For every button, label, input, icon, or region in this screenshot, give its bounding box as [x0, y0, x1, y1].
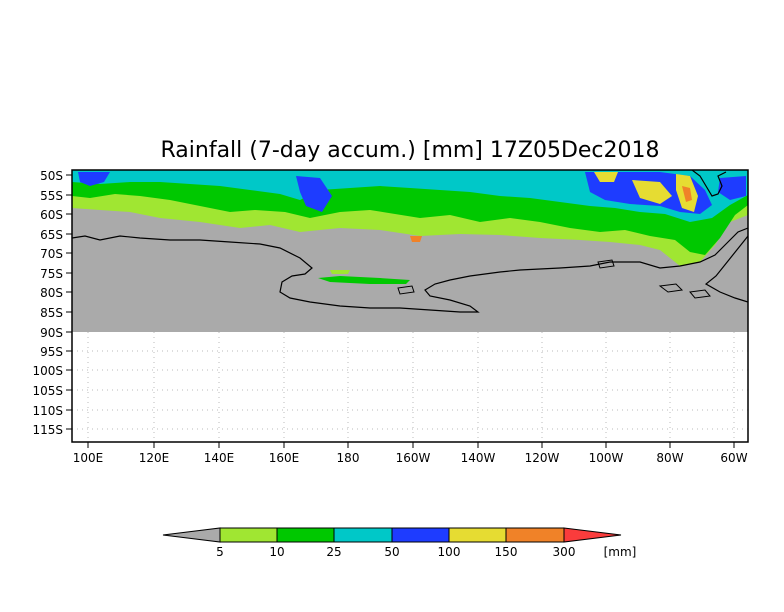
rain-patch-blue-center [296, 176, 332, 212]
colorbar-label: 25 [326, 545, 341, 559]
lon-label: 100E [73, 451, 104, 465]
lon-labels: 100E 120E 140E 160E 180 160W 140W 120W 1… [73, 451, 748, 465]
coast-island-3 [397, 285, 415, 295]
lon-label: 100W [589, 451, 624, 465]
colorbar-label: 5 [216, 545, 224, 559]
colorbar-label: 10 [269, 545, 284, 559]
rain-patch-blue-far-east [718, 176, 746, 200]
colorbar-swatch [219, 527, 278, 543]
colorbar-swatch [391, 527, 450, 543]
lat-label: 50S [40, 169, 63, 183]
lon-label: 160E [269, 451, 300, 465]
rain-patch-yellow-2 [632, 180, 672, 204]
rain-patch-yellow-1 [594, 172, 618, 182]
lat-label: 110S [32, 404, 63, 418]
lon-label: 180 [337, 451, 360, 465]
colorbar-below-triangle [162, 527, 221, 543]
coast-island-4 [597, 259, 615, 269]
lat-label: 75S [40, 267, 63, 281]
coast-island-2 [689, 289, 711, 299]
lat-labels: 50S 55S 60S 65S 70S 75S 80S 85S 90S 95S … [32, 169, 63, 437]
lat-label: 115S [32, 423, 63, 437]
antarctic-peninsula-coast [704, 235, 748, 303]
colorbar-swatch [276, 527, 335, 543]
rain-patch-orange-1 [682, 186, 692, 202]
lat-label: 100S [32, 364, 63, 378]
south-america-tip [691, 170, 727, 197]
colorbar-label: 50 [384, 545, 399, 559]
data-region [72, 170, 748, 332]
antarctic-coastline [72, 227, 748, 313]
plot-frame [71, 169, 749, 443]
lon-label: 120E [139, 451, 170, 465]
lon-axis [87, 442, 735, 448]
colorbar-label: 300 [553, 545, 576, 559]
lat-label: 105S [32, 384, 63, 398]
lat-axis [66, 174, 72, 430]
lon-label: 80W [656, 451, 683, 465]
colorbar-above-triangle [563, 527, 622, 543]
rain-streak-ross-sea [318, 276, 410, 284]
lat-label: 80S [40, 286, 63, 300]
rain-streak-ross-sea-light [330, 270, 350, 274]
colorbar-label: 150 [495, 545, 518, 559]
lat-label: 60S [40, 208, 63, 222]
colorbar-swatch [333, 527, 393, 543]
lat-label: 55S [40, 189, 63, 203]
lon-label: 140W [461, 451, 496, 465]
rain-patch-orange-2 [410, 236, 422, 242]
colorbar [162, 527, 622, 543]
graticule [72, 332, 748, 442]
lat-label: 95S [40, 345, 63, 359]
lat-label: 70S [40, 247, 63, 261]
lat-label: 65S [40, 228, 63, 242]
colorbar-swatch [448, 527, 507, 543]
colorbar-swatch [505, 527, 565, 543]
lon-label: 160W [396, 451, 431, 465]
rain-patch-blue-west [78, 172, 110, 186]
lon-label: 140E [204, 451, 235, 465]
map-title: Rainfall (7-day accum.) [mm] 17Z05Dec201… [160, 138, 659, 163]
coast-island-1 [658, 283, 684, 293]
lon-label: 60W [720, 451, 747, 465]
colorbar-labels: 5 10 25 50 100 150 300 [mm] [216, 545, 636, 559]
lon-label: 120W [525, 451, 560, 465]
colorbar-label: 100 [438, 545, 461, 559]
lat-label: 85S [40, 306, 63, 320]
rain-band-cyan [72, 170, 748, 222]
colorbar-unit: [mm] [604, 545, 637, 559]
lat-label: 90S [40, 326, 63, 340]
